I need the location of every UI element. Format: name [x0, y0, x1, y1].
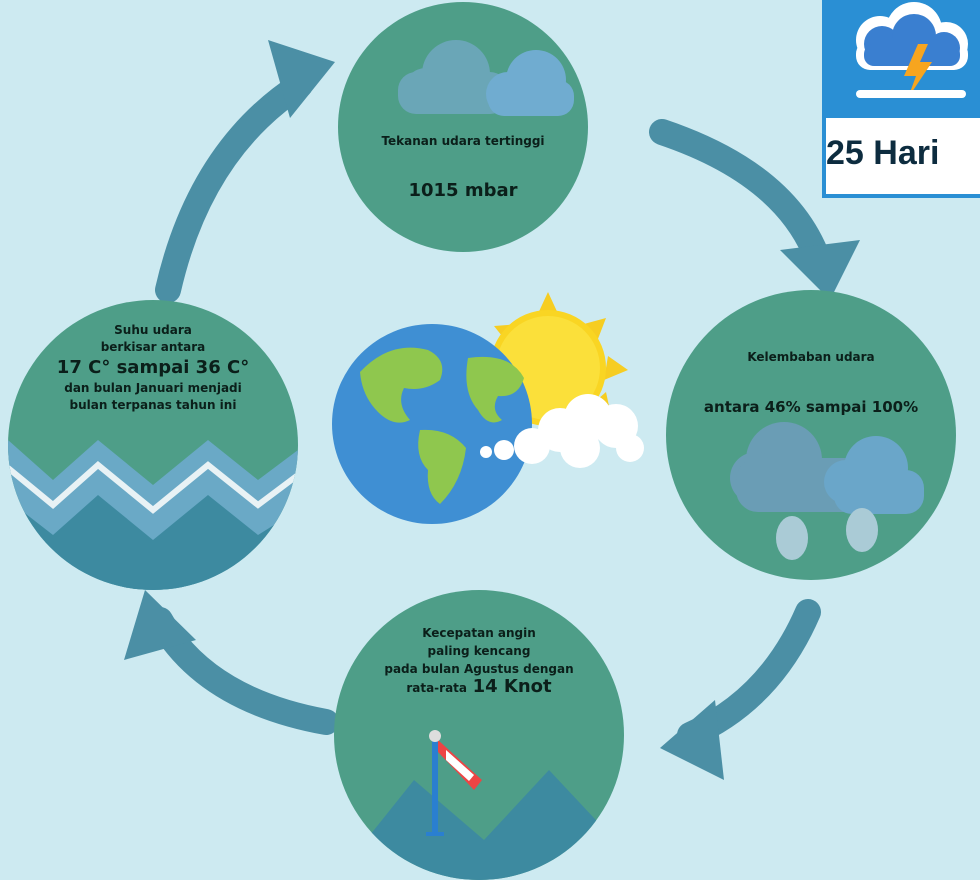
temperature-card: Suhu udara berkisar antara 17 C° sampai … — [8, 300, 298, 590]
badge-label-area: 25 Hari — [826, 118, 980, 194]
center-illustration — [332, 292, 644, 524]
wave-icon — [8, 440, 298, 590]
humidity-value: antara 46% sampai 100% — [703, 398, 919, 416]
humidity-card: Kelembaban udara antara 46% sampai 100% — [666, 290, 956, 580]
arrow-left-to-top — [155, 72, 313, 303]
badge-text: 25 Hari — [826, 134, 940, 172]
wind-speed-value: 14 Knot — [472, 676, 552, 697]
pressure-card: Tekanan udara tertinggi 1015 mbar — [338, 2, 588, 252]
wind-card: Kecepatan angin paling kencang pada bula… — [334, 590, 624, 880]
arrowhead-left — [124, 590, 196, 660]
earth-icon — [332, 324, 532, 524]
humidity-title: Kelembaban udara — [747, 350, 875, 364]
pressure-title: Tekanan udara tertinggi — [381, 134, 545, 148]
cloud-icon — [398, 40, 574, 116]
arrowhead-right — [780, 240, 860, 300]
wind-line3: pada bulan Agustus dengan — [384, 662, 574, 676]
windsock-icon — [426, 730, 482, 836]
pressure-value: 1015 mbar — [408, 180, 518, 201]
forecast-badge: 25 Hari — [822, 0, 980, 198]
cycle-arrows — [124, 40, 860, 780]
temp-line5: bulan terpanas tahun ini — [69, 398, 237, 412]
arrowhead-top — [268, 40, 335, 118]
temp-line2: berkisar antara — [100, 340, 206, 354]
cloud-puff-icon — [480, 394, 644, 468]
temp-line1: Suhu udara — [114, 323, 192, 337]
arrow-top-to-right — [649, 119, 833, 278]
temp-line4: dan bulan Januari menjadi — [64, 381, 242, 395]
wind-line1: Kecepatan angin — [422, 626, 536, 640]
wind-line2: paling kencang — [427, 644, 531, 658]
mountain-background — [334, 770, 624, 880]
rain-cloud-icon — [730, 422, 924, 560]
wind-line4-prefix: rata-rata — [406, 681, 468, 695]
arrowhead-bottom — [660, 700, 724, 780]
temp-range: 17 C° sampai 36 C° — [56, 357, 250, 378]
storm-icon — [856, 2, 968, 98]
